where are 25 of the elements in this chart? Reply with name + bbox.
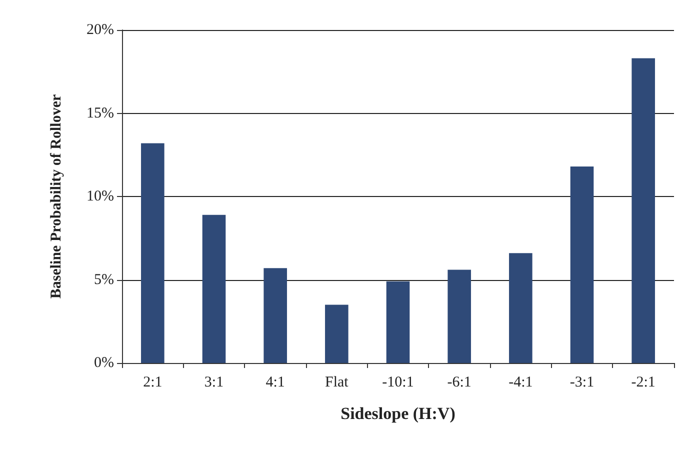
x-tick-label: -3:1 bbox=[570, 374, 594, 390]
x-tick-label: -2:1 bbox=[631, 374, 656, 390]
y-tick-label: 20% bbox=[86, 22, 114, 38]
bar bbox=[264, 268, 287, 363]
x-tick-label: 2:1 bbox=[143, 374, 162, 390]
bar bbox=[632, 58, 655, 363]
x-tick-label: 4:1 bbox=[266, 374, 285, 390]
x-tick-label: Flat bbox=[324, 374, 350, 390]
bar bbox=[570, 166, 594, 363]
bar bbox=[386, 281, 410, 363]
y-tick-label: 15% bbox=[86, 105, 114, 122]
bar bbox=[325, 304, 348, 363]
y-tick-label: 0% bbox=[94, 355, 114, 371]
bar bbox=[448, 270, 471, 363]
bar bbox=[141, 143, 164, 363]
x-axis-title: Sideslope (H:V) bbox=[340, 404, 456, 423]
x-tick-label: 3:1 bbox=[204, 374, 224, 390]
y-tick-label: 5% bbox=[94, 272, 114, 288]
bar bbox=[202, 214, 226, 363]
x-tick-label: -4:1 bbox=[508, 374, 533, 390]
x-tick-label: -10:1 bbox=[382, 374, 414, 390]
x-tick-label: -6:1 bbox=[447, 374, 472, 390]
bar bbox=[509, 253, 532, 363]
y-axis-title: Baseline Probability of Rollover bbox=[48, 94, 64, 299]
y-tick-label: 10% bbox=[86, 188, 114, 204]
